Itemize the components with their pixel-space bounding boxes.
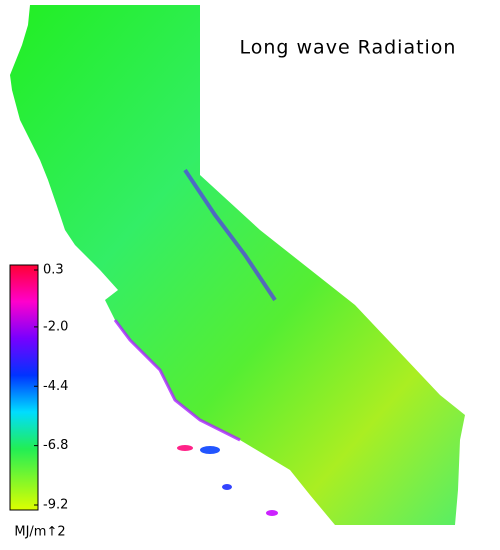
sierra-band [183, 168, 277, 302]
map-title: Long wave Radiation [240, 37, 457, 59]
island [200, 446, 220, 454]
colorbar-tick-label: -6.8 [43, 438, 68, 453]
colorbar-unit: MJ/m↑2 [14, 525, 65, 540]
island [177, 445, 193, 451]
island [266, 510, 278, 516]
colorbar [9, 264, 39, 511]
colorbar-tick-label: -9.2 [43, 498, 68, 513]
colorbar-tick-label: -2.0 [43, 319, 68, 334]
coast-band [113, 319, 241, 442]
island [222, 484, 232, 490]
colorbar-tick-label: -4.4 [43, 379, 68, 394]
colorbar-tick-label: 0.3 [43, 263, 64, 278]
california-shape [10, 5, 465, 525]
